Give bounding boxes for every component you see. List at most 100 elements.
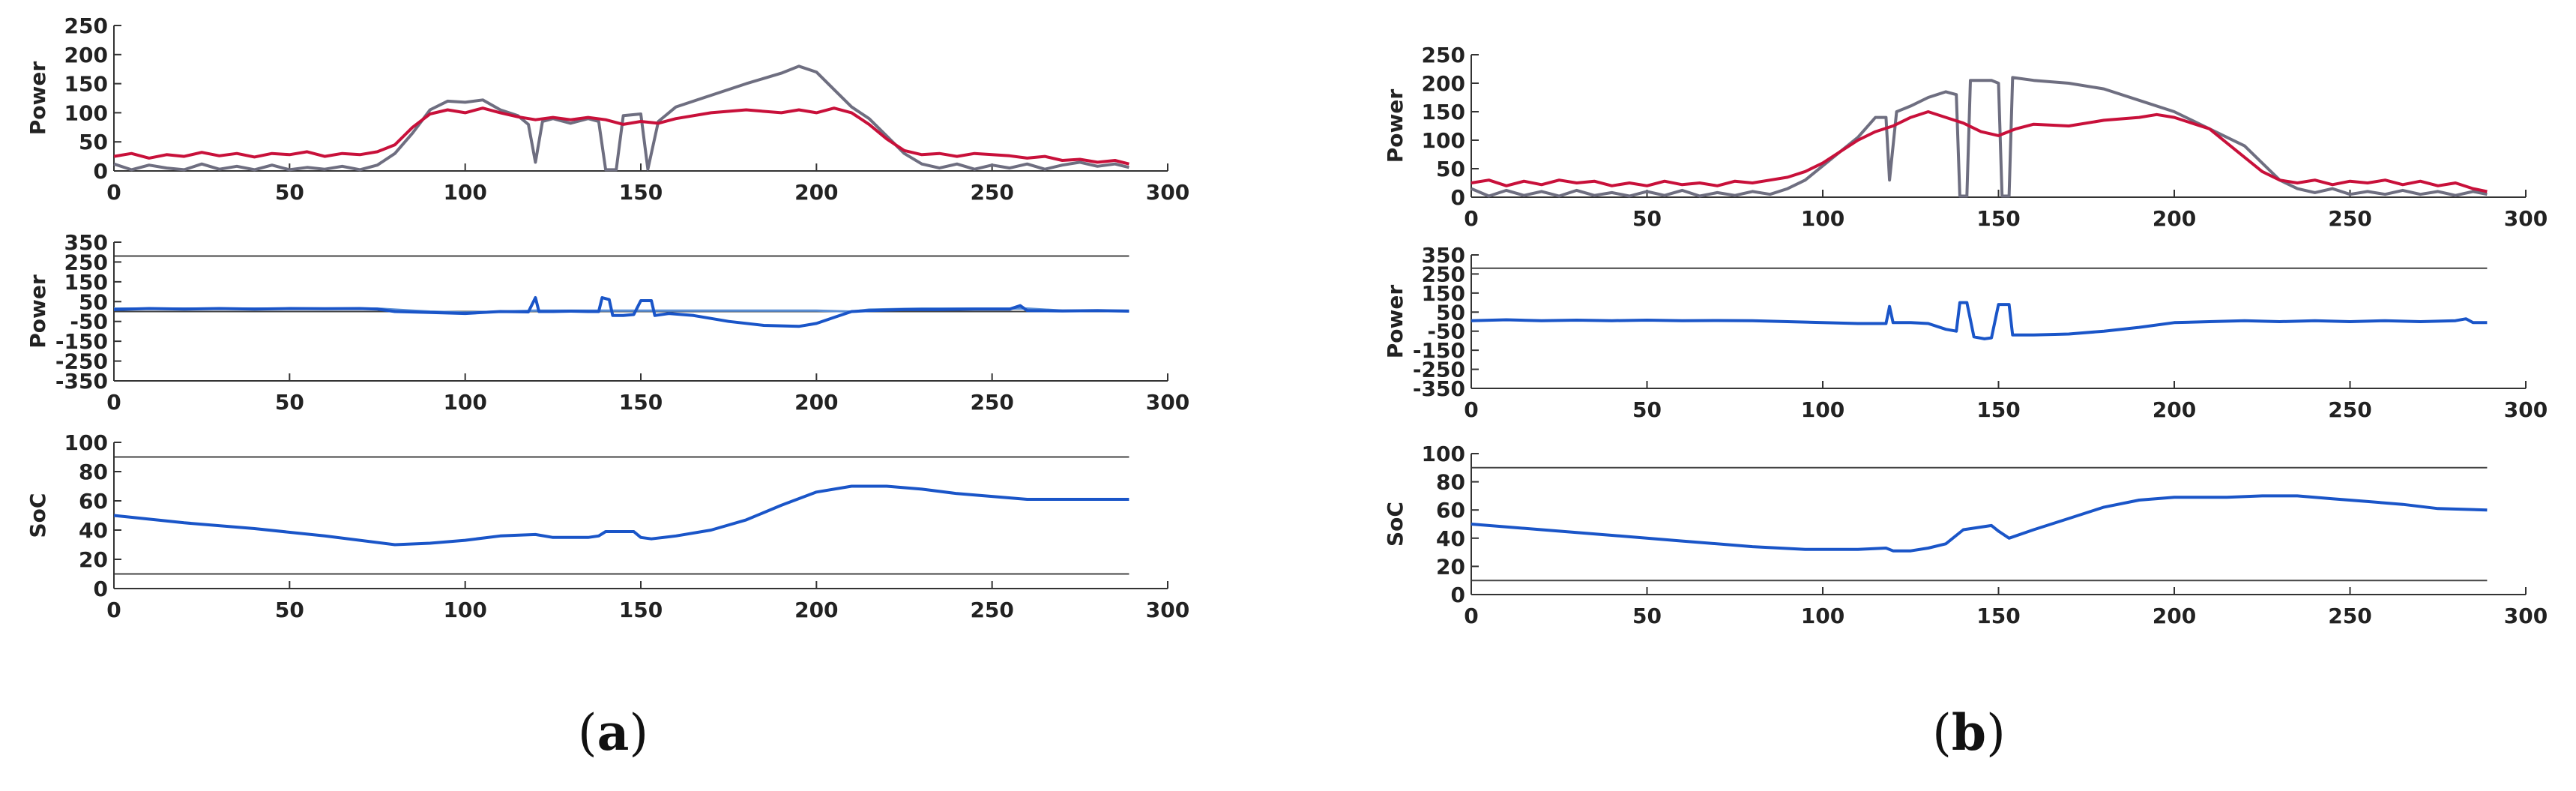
x-tick-label: 300 (2504, 206, 2548, 231)
y-tick-label: 0 (94, 159, 108, 184)
x-tick-label: 300 (1146, 180, 1189, 205)
x-tick-label: 0 (1464, 604, 1478, 628)
series-line-red (1471, 110, 2488, 193)
y-tick-label: 60 (79, 489, 108, 514)
y-tick-label: -250 (1413, 358, 1465, 382)
x-tick-label: 100 (1801, 397, 1844, 422)
x-tick-label: 250 (2328, 397, 2371, 422)
x-tick-label: 250 (970, 598, 1013, 622)
x-tick-label: 200 (2153, 397, 2196, 422)
x-tick-label: 200 (794, 180, 838, 205)
chart-panel-b-2: 0 50 100 150 200 250 30035025015050-50-150-250… (1383, 243, 2548, 422)
x-tick-label: 250 (2328, 206, 2371, 231)
chart-panel-a-1: 0 50 100 150 200 250 300 0 50 100 150 200 250 Power (25, 13, 1189, 205)
x-tick-label: 0 (106, 598, 121, 622)
panel-label-a: (a) (578, 703, 648, 762)
x-tick-label: 200 (2153, 206, 2196, 231)
x-tick-label: 0 (1464, 397, 1478, 422)
y-tick-label: 0 (1451, 185, 1465, 210)
y-tick-label: 150 (64, 270, 108, 295)
y-tick-label: 100 (64, 100, 108, 125)
y-tick-label: 80 (1436, 470, 1465, 495)
y-tick-label: 0 (94, 577, 108, 601)
x-tick-label: 100 (1801, 604, 1844, 628)
y-tick-label: 100 (1422, 442, 1465, 466)
y-tick-label: 150 (64, 72, 108, 97)
y-tick-label: 100 (1422, 128, 1465, 153)
y-tick-label: -250 (55, 349, 108, 374)
x-tick-label: 150 (619, 390, 663, 415)
x-tick-label: 300 (2504, 397, 2548, 422)
y-tick-label: -350 (1413, 376, 1465, 401)
series-line-blue (1471, 494, 2488, 553)
y-tick-label: -350 (55, 369, 108, 394)
x-tick-label: 300 (1146, 390, 1189, 415)
series-line-blue (113, 484, 1129, 547)
x-tick-label: 150 (1976, 397, 2020, 422)
x-tick-label: 100 (443, 390, 486, 415)
x-tick-label: 150 (1976, 206, 2020, 231)
y-tick-label: 0 (1451, 583, 1465, 607)
y-tick-label: 20 (79, 547, 108, 572)
y-tick-label: 200 (64, 43, 108, 67)
x-tick-label: 0 (106, 180, 121, 205)
y-axis-label: SoC (25, 493, 50, 538)
y-tick-label: -50 (70, 310, 108, 334)
y-tick-label: 50 (79, 130, 108, 154)
y-tick-label: 350 (1422, 243, 1465, 268)
y-axis-label: Power (25, 61, 50, 136)
y-tick-label: 50 (1436, 157, 1465, 181)
x-tick-label: 100 (443, 180, 486, 205)
x-tick-label: 200 (2153, 604, 2196, 628)
x-tick-label: 200 (794, 390, 838, 415)
x-tick-label: 0 (106, 390, 121, 415)
x-tick-label: 50 (1632, 604, 1662, 628)
series-line-grey (113, 64, 1129, 172)
y-tick-label: 80 (79, 460, 108, 484)
series-line-blue (113, 296, 1129, 328)
y-tick-label: 40 (1436, 526, 1465, 551)
x-tick-label: 50 (1632, 206, 1662, 231)
y-axis-label: Power (1383, 89, 1408, 163)
x-tick-label: 250 (970, 390, 1013, 415)
x-tick-label: 0 (1464, 206, 1478, 231)
series-line-blue (1471, 301, 2488, 340)
chart-panel-a-2: 0 50 100 150 200 250 30035025015050-50-150-250… (25, 230, 1189, 415)
x-tick-label: 300 (2504, 604, 2548, 628)
x-tick-label: 50 (1632, 397, 1662, 422)
chart-panel-b-1: 0 50 100 150 200 250 300 0 50 100 150 200 250 Power (1383, 43, 2548, 231)
y-axis-label: Power (1383, 285, 1408, 359)
y-tick-label: -50 (1427, 319, 1465, 344)
y-tick-label: 40 (79, 518, 108, 543)
x-tick-label: 150 (1976, 604, 2020, 628)
x-tick-label: 100 (443, 598, 486, 622)
x-tick-label: 150 (619, 180, 663, 205)
x-tick-label: 50 (275, 598, 304, 622)
x-tick-label: 100 (1801, 206, 1844, 231)
y-tick-label: 50 (79, 289, 108, 314)
y-tick-label: 200 (1422, 71, 1465, 96)
y-tick-label: 250 (1422, 262, 1465, 286)
y-tick-label: 250 (64, 250, 108, 274)
y-tick-label: 250 (1422, 43, 1465, 67)
y-tick-label: 20 (1436, 554, 1465, 579)
y-tick-label: 150 (1422, 281, 1465, 306)
x-tick-label: 150 (619, 598, 663, 622)
panel-label-b: (b) (1932, 703, 2006, 762)
y-tick-label: 60 (1436, 498, 1465, 523)
chart-panel-b-3: 0 50 100 150 200 250 300 0 20 40 60 80 100 SoC (1383, 442, 2548, 628)
y-tick-label: -150 (1413, 338, 1465, 363)
y-axis-label: Power (25, 274, 50, 349)
y-tick-label: 50 (1436, 300, 1465, 325)
x-tick-label: 250 (2328, 604, 2371, 628)
x-tick-label: 50 (275, 390, 304, 415)
x-tick-label: 300 (1146, 598, 1189, 622)
x-tick-label: 200 (794, 598, 838, 622)
series-line-grey (1471, 76, 2488, 198)
y-tick-label: 100 (64, 430, 108, 455)
y-axis-label: SoC (1383, 502, 1408, 547)
y-tick-label: 350 (64, 230, 108, 255)
y-tick-label: 150 (1422, 100, 1465, 124)
x-tick-label: 50 (275, 180, 304, 205)
